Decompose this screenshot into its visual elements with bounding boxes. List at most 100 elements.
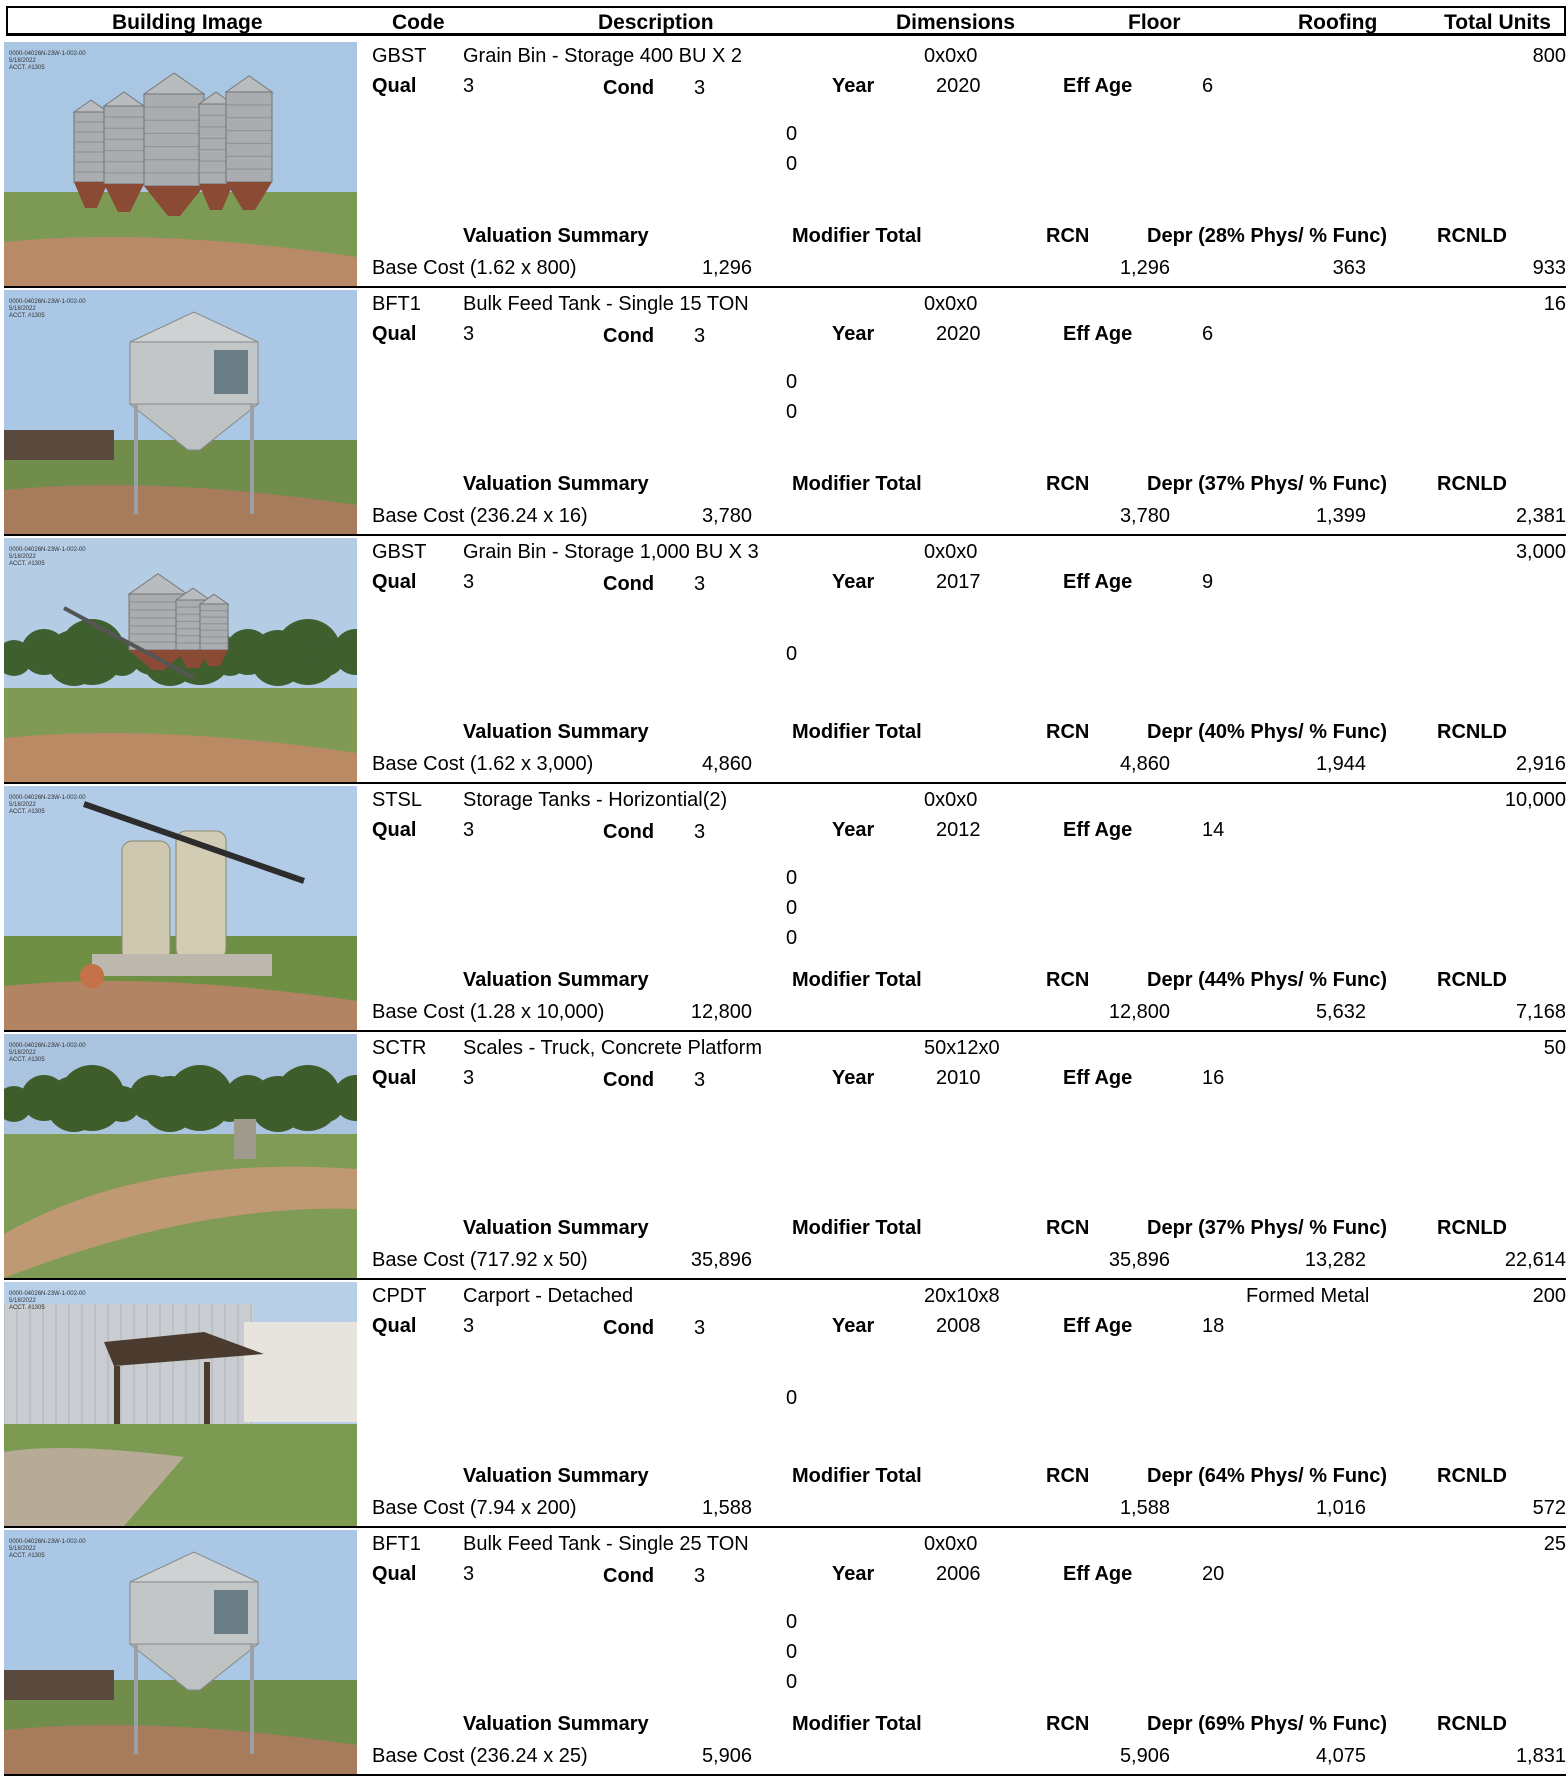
photo-stamp: 0000-04026N-23W-1-002-00 5/18/2022 ACCT.… — [9, 299, 86, 319]
record-divider — [4, 534, 1566, 536]
building-record-4: 0000-04026N-23W-1-002-00 5/18/2022 ACCT.… — [0, 784, 1568, 1032]
photo-grain-bins-three — [4, 538, 357, 782]
rcn-value: 1,296 — [1119, 257, 1170, 279]
total-units-value: 25 — [1543, 1533, 1566, 1555]
building-record-1: 0000-04026N-23W-1-002-00 5/18/2022 ACCT.… — [0, 40, 1568, 288]
base-cost-value: 1,588 — [701, 1497, 752, 1519]
depr-label: Depr (64% Phys/ % Func) — [1147, 1465, 1388, 1487]
depr-value: 1,016 — [1315, 1497, 1366, 1519]
rcnld-value: 2,916 — [1515, 753, 1566, 775]
description-value: Storage Tanks - Horizontial(2) — [463, 789, 728, 811]
building-photo: 0000-04026N-23W-1-002-00 5/18/2022 ACCT.… — [4, 786, 357, 1030]
valuation-summary-label: Valuation Summary — [463, 225, 649, 247]
roofing-value: Formed Metal — [1246, 1285, 1370, 1307]
qual-value: 3 — [463, 1315, 475, 1337]
modifier-total-label: Modifier Total — [792, 225, 922, 247]
eff-age-value: 18 — [1202, 1315, 1225, 1337]
code-value: BFT1 — [372, 1533, 421, 1555]
rcnld-value: 7,168 — [1515, 1001, 1566, 1023]
modifier-value: 0 — [786, 1641, 798, 1663]
depr-value: 13,282 — [1304, 1249, 1366, 1271]
rcnld-label: RCNLD — [1437, 1713, 1507, 1735]
qual-label: Qual — [372, 1067, 417, 1089]
cond-label: Cond — [603, 1565, 655, 1587]
building-photo: 0000-04026N-23W-1-002-00 5/18/2022 ACCT.… — [4, 1282, 357, 1526]
modifier-value: 0 — [786, 1387, 798, 1409]
eff-age-label: Eff Age — [1063, 819, 1133, 841]
year-label: Year — [832, 323, 875, 345]
cond-label: Cond — [603, 1069, 655, 1091]
photo-stamp: 0000-04026N-23W-1-002-00 5/18/2022 ACCT.… — [9, 1291, 86, 1311]
dimensions-value: 0x0x0 — [924, 293, 978, 315]
building-photo: 0000-04026N-23W-1-002-00 5/18/2022 ACCT.… — [4, 1530, 357, 1774]
photo-bulk-feed-tank — [4, 1530, 357, 1774]
depr-label: Depr (28% Phys/ % Func) — [1147, 225, 1388, 247]
eff-age-value: 9 — [1202, 571, 1214, 593]
modifier-value: 0 — [786, 123, 798, 145]
rcn-label: RCN — [1046, 969, 1090, 991]
depr-label: Depr (40% Phys/ % Func) — [1147, 721, 1388, 743]
building-record-7: 0000-04026N-23W-1-002-00 5/18/2022 ACCT.… — [0, 1528, 1568, 1776]
depr-label: Depr (44% Phys/ % Func) — [1147, 969, 1388, 991]
code-value: BFT1 — [372, 293, 421, 315]
building-record-3: 0000-04026N-23W-1-002-00 5/18/2022 ACCT.… — [0, 536, 1568, 784]
photo-truck-scale — [4, 1034, 357, 1278]
depr-value: 4,075 — [1315, 1745, 1366, 1767]
base-cost-value: 1,296 — [701, 257, 752, 279]
record-divider — [4, 1030, 1566, 1032]
modifier-total-label: Modifier Total — [792, 721, 922, 743]
record-divider — [4, 1278, 1566, 1280]
rcnld-value: 22,614 — [1504, 1249, 1566, 1271]
cond-label: Cond — [603, 573, 655, 595]
description-value: Grain Bin - Storage 400 BU X 2 — [463, 45, 743, 67]
qual-value: 3 — [463, 571, 475, 593]
qual-label: Qual — [372, 75, 417, 97]
cond-value: 3 — [694, 325, 706, 347]
rcn-label: RCN — [1046, 721, 1090, 743]
base-cost-value: 4,860 — [701, 753, 752, 775]
year-value: 2020 — [936, 323, 981, 345]
year-label: Year — [832, 75, 875, 97]
dimensions-value: 0x0x0 — [924, 541, 978, 563]
code-value: STSL — [372, 789, 423, 811]
valuation-summary-label: Valuation Summary — [463, 473, 649, 495]
rcn-value: 35,896 — [1108, 1249, 1170, 1271]
qual-value: 3 — [463, 1563, 475, 1585]
rcnld-value: 933 — [1532, 257, 1566, 279]
year-value: 2008 — [936, 1315, 981, 1337]
modifier-total-label: Modifier Total — [792, 1713, 922, 1735]
dimensions-value: 0x0x0 — [924, 1533, 978, 1555]
qual-label: Qual — [372, 1563, 417, 1585]
valuation-summary-label: Valuation Summary — [463, 969, 649, 991]
base-cost-label: Base Cost (1.28 x 10,000) — [372, 1001, 605, 1023]
modifier-total-label: Modifier Total — [792, 1217, 922, 1239]
rcn-label: RCN — [1046, 473, 1090, 495]
rcnld-label: RCNLD — [1437, 473, 1507, 495]
rcnld-label: RCNLD — [1437, 225, 1507, 247]
year-label: Year — [832, 1563, 875, 1585]
rcnld-value: 1,831 — [1515, 1745, 1566, 1767]
header-building-image: Building Image — [112, 11, 263, 34]
total-units-value: 3,000 — [1515, 541, 1566, 563]
record-divider — [4, 1526, 1566, 1528]
qual-value: 3 — [463, 1067, 475, 1089]
cond-value: 3 — [694, 821, 706, 843]
eff-age-value: 6 — [1202, 323, 1214, 345]
base-cost-value: 12,800 — [690, 1001, 752, 1023]
modifier-value: 0 — [786, 927, 798, 949]
year-value: 2012 — [936, 819, 981, 841]
photo-carport — [4, 1282, 357, 1526]
modifier-value: 0 — [786, 1671, 798, 1693]
code-value: CPDT — [372, 1285, 427, 1307]
qual-value: 3 — [463, 75, 475, 97]
rcn-label: RCN — [1046, 1713, 1090, 1735]
depr-label: Depr (37% Phys/ % Func) — [1147, 473, 1388, 495]
modifier-value: 0 — [786, 643, 798, 665]
building-record-5: 0000-04026N-23W-1-002-00 5/18/2022 ACCT.… — [0, 1032, 1568, 1280]
modifier-total-label: Modifier Total — [792, 969, 922, 991]
modifier-value: 0 — [786, 867, 798, 889]
rcn-value: 3,780 — [1119, 505, 1170, 527]
depr-label: Depr (37% Phys/ % Func) — [1147, 1217, 1388, 1239]
qual-value: 3 — [463, 819, 475, 841]
